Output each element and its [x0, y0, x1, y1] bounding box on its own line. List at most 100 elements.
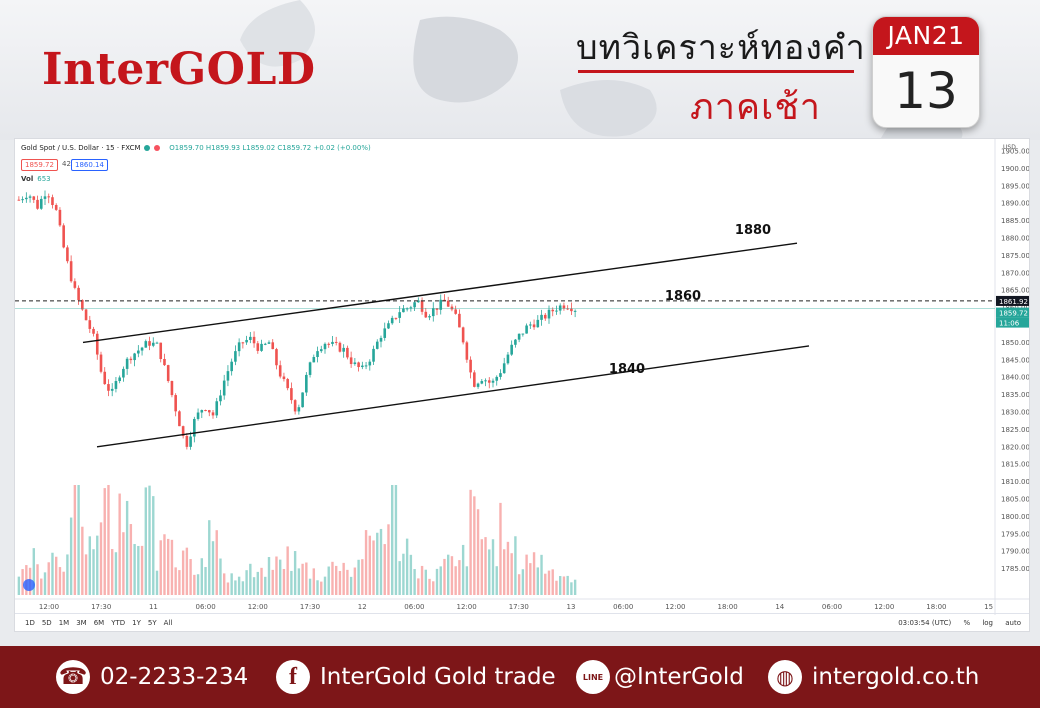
volume-bar: [234, 580, 237, 595]
volume-bar: [92, 549, 95, 595]
candle-body: [461, 327, 465, 343]
volume-bar: [376, 532, 379, 595]
range-all[interactable]: All: [163, 619, 173, 627]
candle-body: [364, 365, 368, 367]
scale-log[interactable]: log: [982, 619, 993, 627]
candle-body: [286, 379, 289, 389]
volume-bar: [181, 550, 185, 595]
range-3m[interactable]: 3M: [76, 619, 87, 627]
volume-bar: [51, 552, 54, 595]
volume-bar: [465, 566, 469, 595]
status-dot-icon: [143, 145, 150, 151]
candle-body: [338, 342, 342, 352]
volume-bar: [503, 549, 506, 595]
volume-bar: [312, 568, 315, 595]
volume-bar: [473, 496, 476, 595]
x-tick-label: 15: [984, 603, 993, 611]
candle-body: [66, 247, 69, 262]
y-unit-label: USD: [1003, 144, 1016, 151]
y-tick-label: 1870.00: [1001, 269, 1029, 277]
candle-body: [353, 362, 357, 365]
footer-phone[interactable]: ☎ 02-2233-234: [56, 660, 248, 694]
candle-body: [237, 342, 241, 352]
range-5y[interactable]: 5Y: [147, 619, 157, 627]
volume-bar: [193, 574, 196, 595]
volume-bar: [450, 556, 454, 595]
level-price-tag-bg: [996, 295, 1029, 306]
candle-body: [193, 418, 196, 437]
candle-body: [570, 308, 573, 312]
candle-body: [260, 343, 263, 351]
x-tick-label: 06:00: [196, 603, 216, 611]
sell-price[interactable]: 1859.72: [21, 159, 58, 171]
volume-bar: [219, 558, 222, 595]
range-1m[interactable]: 1M: [58, 619, 70, 627]
globe-icon: ◍: [768, 660, 802, 694]
volume-bar: [517, 574, 521, 595]
candle-body: [558, 305, 562, 311]
volume-bar: [286, 546, 289, 595]
volume-bar: [454, 566, 457, 595]
x-tick-label: 12:00: [874, 603, 894, 611]
scale-auto[interactable]: auto: [1005, 619, 1021, 627]
candle-body: [424, 311, 428, 318]
candle-body: [99, 354, 103, 372]
candle-body: [390, 317, 394, 324]
candle-body: [110, 388, 114, 391]
volume-bar: [461, 544, 465, 595]
volume-bar: [398, 561, 401, 595]
y-tick-label: 1895.00: [1001, 182, 1029, 190]
range-5d[interactable]: 5D: [41, 619, 52, 627]
candle-body: [543, 314, 547, 319]
buy-price[interactable]: 1860.14: [71, 159, 108, 171]
utc-clock[interactable]: 03:03:54 (UTC): [898, 619, 952, 627]
candle-body: [140, 347, 144, 351]
candle-body: [189, 436, 192, 447]
candle-body: [293, 400, 297, 412]
candle-body: [484, 380, 487, 382]
candle-body: [166, 365, 170, 382]
x-tick-label: 06:00: [404, 603, 424, 611]
x-tick-label: 06:00: [822, 603, 842, 611]
footer-line[interactable]: LINE @InterGold: [576, 660, 744, 694]
candle-body: [144, 341, 148, 348]
x-tick-label: 17:30: [509, 603, 529, 611]
candle-body: [159, 342, 163, 359]
range-1d[interactable]: 1D: [25, 619, 35, 627]
candle-body: [122, 368, 125, 378]
candle-body: [458, 313, 461, 328]
y-tick-label: 1890.00: [1001, 200, 1029, 208]
candle-body: [178, 411, 181, 427]
world-map-background: [240, 0, 963, 140]
volume-bar: [510, 553, 513, 595]
candle-body: [211, 412, 215, 416]
volume-bar: [290, 570, 293, 595]
candle-body: [245, 339, 248, 343]
volume-bar: [562, 576, 566, 595]
candle-body: [137, 350, 140, 354]
range-1y[interactable]: 1Y: [132, 619, 141, 627]
candle-body: [249, 336, 252, 340]
range-6m[interactable]: 6M: [93, 619, 105, 627]
volume-bar: [297, 568, 301, 595]
volume-bar: [432, 581, 435, 595]
candle-body: [32, 196, 36, 200]
footer-facebook[interactable]: f InterGold Gold trade: [276, 660, 556, 694]
phone-icon: ☎: [56, 660, 90, 694]
volume-bar: [159, 540, 162, 595]
range-ytd[interactable]: YTD: [111, 619, 126, 627]
volume-bar: [547, 570, 551, 595]
chart-canvas[interactable]: 1905.00 1900.00 1895.00 1890.00 1885.00 1880.…: [15, 139, 1029, 615]
volume-bar: [99, 522, 103, 595]
x-tick-label: 12:00: [665, 603, 685, 611]
candle-body: [473, 372, 476, 387]
y-tick-label: 1875.00: [1001, 252, 1029, 260]
candle-body: [28, 196, 32, 198]
candle-body: [469, 359, 472, 373]
scale-percent[interactable]: %: [963, 619, 971, 627]
chart-bottom-right: 03:03:54 (UTC) % log auto: [888, 619, 1021, 627]
candle-body: [573, 310, 577, 312]
footer-website[interactable]: ◍ intergold.co.th: [768, 660, 979, 694]
price-chart[interactable]: 1905.00 1900.00 1895.00 1890.00 1885.00 1880.…: [14, 138, 1030, 632]
volume-bar: [271, 569, 274, 595]
